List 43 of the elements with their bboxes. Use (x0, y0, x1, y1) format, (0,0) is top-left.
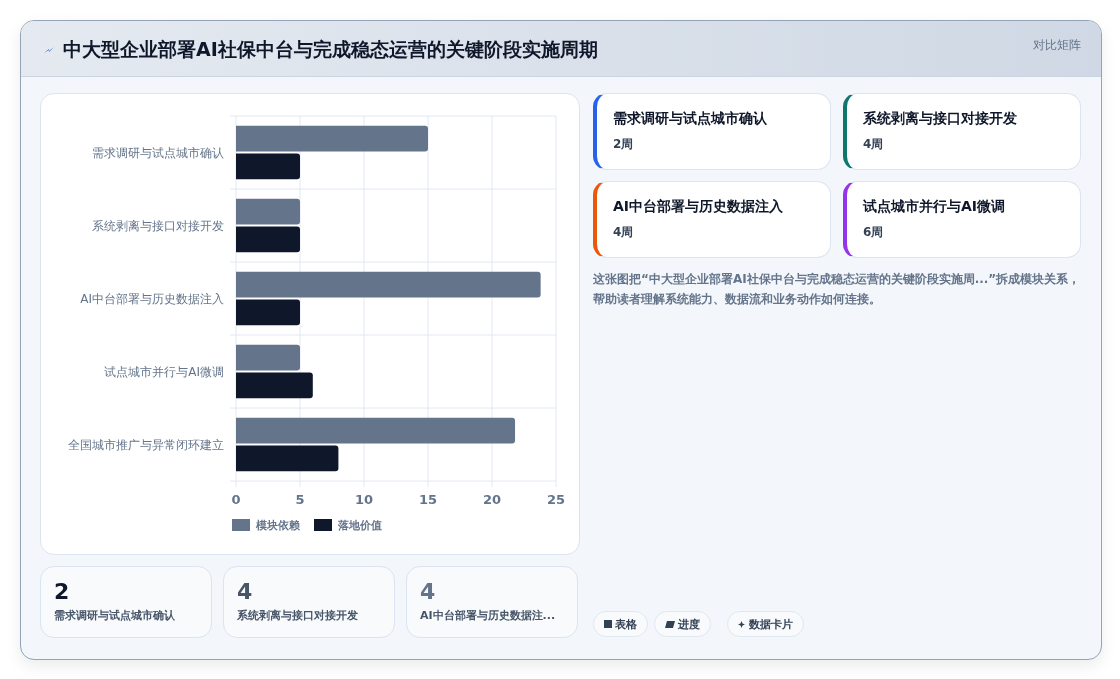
text: 6周 (863, 224, 885, 241)
text: 2周 (613, 136, 635, 153)
text: 4周 (863, 136, 885, 153)
x-tick-label: 0 (231, 492, 241, 507)
text: 4 (420, 579, 437, 604)
bar (236, 299, 300, 326)
text: 进度 (654, 611, 711, 637)
bar (236, 445, 339, 472)
legend-label: 落地价值 (337, 519, 382, 532)
y-tick-label: AI中台部署与历史数据注入 (80, 291, 224, 306)
bar (236, 153, 300, 180)
text: AI中台部署与历史数据注... (420, 608, 557, 623)
bar (236, 198, 300, 225)
text: 需求调研与试点城市确认 (613, 110, 768, 128)
y-tick-label: 全国城市推广与异常闭环建立 (68, 437, 224, 452)
text: 系统剥离与接口对接开发 (237, 608, 359, 623)
bar (236, 372, 313, 399)
text: 试点城市并行与AI微调 (863, 198, 1007, 216)
x-tick-label: 5 (295, 492, 305, 507)
y-tick-label: 试点城市并行与AI微调 (104, 364, 224, 379)
text: 2 (54, 579, 71, 604)
text: 4周 (613, 224, 635, 241)
text: AI中台部署与历史数据注入 (613, 198, 785, 216)
text: 数据卡片 (727, 611, 804, 637)
x-tick-label: 10 (354, 492, 374, 507)
bar (236, 271, 541, 298)
bar (236, 417, 516, 444)
legend-label: 模块依赖 (255, 519, 300, 532)
chart-title: 中大型企业部署AI社保中台与完成稳态运营的关键阶段实施周期 (63, 37, 598, 62)
y-tick-label: 系统剥离与接口对接开发 (92, 218, 224, 233)
text: 需求调研与试点城市确认 (54, 608, 176, 623)
x-tick-label: 25 (546, 492, 566, 507)
text: 对比矩阵 (1033, 37, 1081, 54)
y-tick-label: 需求调研与试点城市确认 (92, 145, 224, 160)
text: 表格 (593, 611, 648, 637)
bar (236, 344, 300, 371)
text: 系统剥离与接口对接开发 (863, 110, 1018, 128)
bar (236, 125, 428, 152)
bar (236, 226, 300, 253)
text: 4 (237, 579, 254, 604)
text: 这张图把“中大型企业部署AI社保中台与完成稳态运营的关键阶段实施周...”拆成模块关系，帮助读者理解系统能力、数据流和业务动作如何连接。 (593, 271, 1082, 308)
x-tick-label: 20 (482, 492, 502, 507)
x-tick-label: 15 (418, 492, 438, 507)
